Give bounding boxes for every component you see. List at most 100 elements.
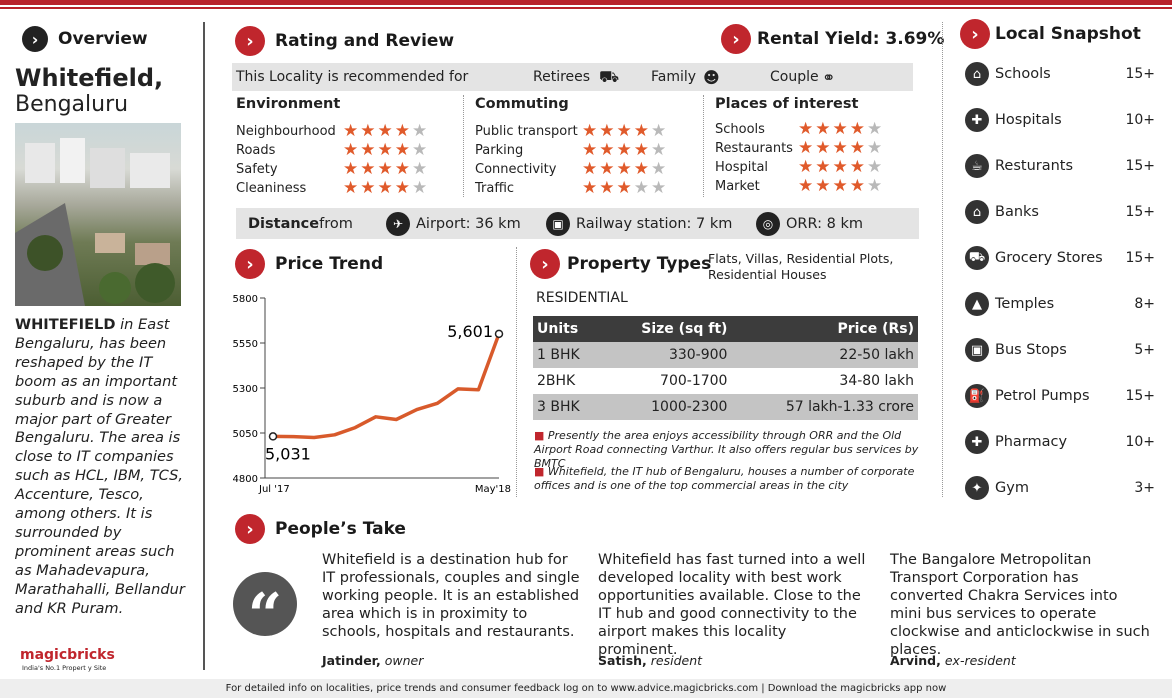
star-icon: ★	[798, 176, 816, 196]
y-tick-label: 5800	[233, 294, 258, 305]
star-rating: ★★★★★	[343, 159, 429, 179]
snapshot-count: 10+	[1125, 112, 1155, 128]
recommended-label: This Locality is recommended for	[236, 69, 469, 85]
distance-bar: Distance from ✈ Airport: 36 km ▣ Railway s…	[236, 208, 919, 239]
logo-tagline: India's No.1 Propert y Site	[22, 664, 107, 672]
snapshot-label: Temples	[995, 296, 1055, 312]
star-icon: ★	[633, 178, 651, 198]
magicbricks-logo: magicbricks	[20, 647, 115, 663]
bullet-icon: ■	[534, 465, 548, 478]
star-icon: ★	[633, 140, 651, 160]
star-icon: ★	[832, 119, 850, 139]
star-icon: ★	[599, 140, 617, 160]
row-unit: 1 BHK	[537, 347, 580, 363]
data-point	[494, 329, 504, 339]
row-size: 330-900	[668, 347, 728, 363]
star-icon: ★	[867, 157, 885, 177]
star-rating: ★★★★★	[582, 140, 668, 160]
rating-label: Safety	[236, 162, 278, 177]
rating-label: Schools	[715, 122, 765, 137]
y-tick-label: 5300	[233, 384, 258, 395]
star-icon: ★	[394, 121, 412, 141]
chevron-right-icon: ›	[960, 19, 990, 49]
table-row: 3 BHK 1000-2300 57 lakh-1.33 crore	[533, 394, 918, 420]
star-icon: ★	[599, 159, 617, 179]
restaurant-icon: ☕	[965, 154, 989, 178]
x-start-label: Jul '17	[258, 484, 290, 495]
property-types-list: Flats, Villas, Residential Plots, Reside…	[708, 251, 894, 282]
gym-icon: ✦	[965, 476, 989, 500]
snapshot-label: Hospitals	[995, 112, 1062, 128]
snapshot-header: › Local Snapshot	[960, 19, 1141, 49]
rating-label: Neighbourhood	[236, 124, 336, 139]
reviewer: Satish, resident	[598, 653, 702, 668]
star-rating: ★★★★★	[343, 121, 429, 141]
snapshot-count: 15+	[1125, 388, 1155, 404]
star-icon: ★	[849, 119, 867, 139]
reviewer-role: owner	[384, 653, 424, 668]
reviewer-role: ex-resident	[944, 653, 1016, 668]
snapshot-label: Resturants	[995, 158, 1074, 174]
airport-distance: ✈ Airport: 36 km	[386, 211, 521, 236]
overview-description: WHITEFIELD in East Bengaluru, has been r…	[15, 316, 190, 619]
group-title: Environment	[236, 96, 341, 112]
city-title: Whitefield,	[15, 64, 164, 92]
table-row: 1 BHK 330-900 22-50 lakh	[533, 342, 918, 368]
star-icon: ★	[412, 159, 430, 179]
chevron-right-icon: ›	[235, 514, 265, 544]
end-value-label: 5,601	[447, 322, 493, 341]
star-icon: ★	[832, 157, 850, 177]
description-bold: WHITEFIELD	[15, 316, 116, 333]
overview-label: Overview	[58, 29, 148, 49]
locality-photo	[15, 123, 181, 306]
star-icon: ★	[394, 140, 412, 160]
rating-label: Parking	[475, 143, 524, 158]
railway-distance: ▣ Railway station: 7 km	[546, 211, 733, 236]
star-rating: ★★★★★	[798, 157, 884, 177]
star-icon: ★	[599, 121, 617, 141]
start-value-label: 5,031	[265, 444, 311, 463]
rating-label: Market	[715, 179, 760, 194]
ring-road-icon: ◎	[756, 211, 780, 236]
railway-distance-text: Railway station: 7 km	[576, 215, 733, 232]
snapshot-label: Bus Stops	[995, 342, 1067, 358]
star-icon: ★	[616, 121, 634, 141]
star-icon: ★	[867, 138, 885, 158]
overview-header: › Overview	[22, 26, 148, 52]
snapshot-item: ▲ Temples 8+	[965, 289, 1155, 319]
reviewer: Jatinder, owner	[322, 653, 423, 668]
star-icon: ★	[599, 178, 617, 198]
star-icon: ★	[798, 119, 816, 139]
star-icon: ★	[867, 176, 885, 196]
row-price: 34-80 lakh	[839, 373, 914, 389]
review-text: Whitefield has fast turned into a well d…	[598, 552, 866, 658]
rating-header: › Rating and Review	[235, 26, 454, 56]
star-icon: ★	[582, 159, 600, 179]
star-icon: ★	[815, 176, 833, 196]
rental-yield: › Rental Yield: 3.69%	[721, 24, 944, 54]
star-rating: ★★★★★	[798, 138, 884, 158]
row-price: 22-50 lakh	[839, 347, 914, 363]
star-icon: ★	[651, 178, 669, 198]
snapshot-count: 3+	[1134, 480, 1155, 496]
region-title: Bengaluru	[15, 92, 129, 117]
star-icon: ★	[360, 178, 378, 198]
star-icon: ★	[815, 119, 833, 139]
snapshot-label: Grocery Stores	[995, 250, 1103, 266]
rating-label: Cleaniness	[236, 181, 307, 196]
divider	[463, 95, 464, 197]
hospital-icon: ✚	[965, 108, 989, 132]
star-icon: ★	[651, 159, 669, 179]
residential-label: RESIDENTIAL	[536, 290, 628, 306]
price-trend-chart: 4800 5050 5300 5550 5800 5,031 5,601 Jul '17 May…	[233, 294, 511, 495]
star-icon: ★	[394, 178, 412, 198]
rating-title: Rating and Review	[275, 31, 455, 51]
header-size: Size (sq ft)	[641, 321, 728, 337]
row-price: 57 lakh-1.33 crore	[785, 399, 914, 415]
airport-distance-text: Airport: 36 km	[416, 215, 521, 232]
star-icon: ★	[377, 178, 395, 198]
header-units: Units	[537, 321, 579, 337]
rental-yield-value: Rental Yield: 3.69%	[757, 29, 945, 49]
star-icon: ★	[343, 140, 361, 160]
snapshot-item: ✚ Hospitals 10+	[965, 105, 1155, 135]
